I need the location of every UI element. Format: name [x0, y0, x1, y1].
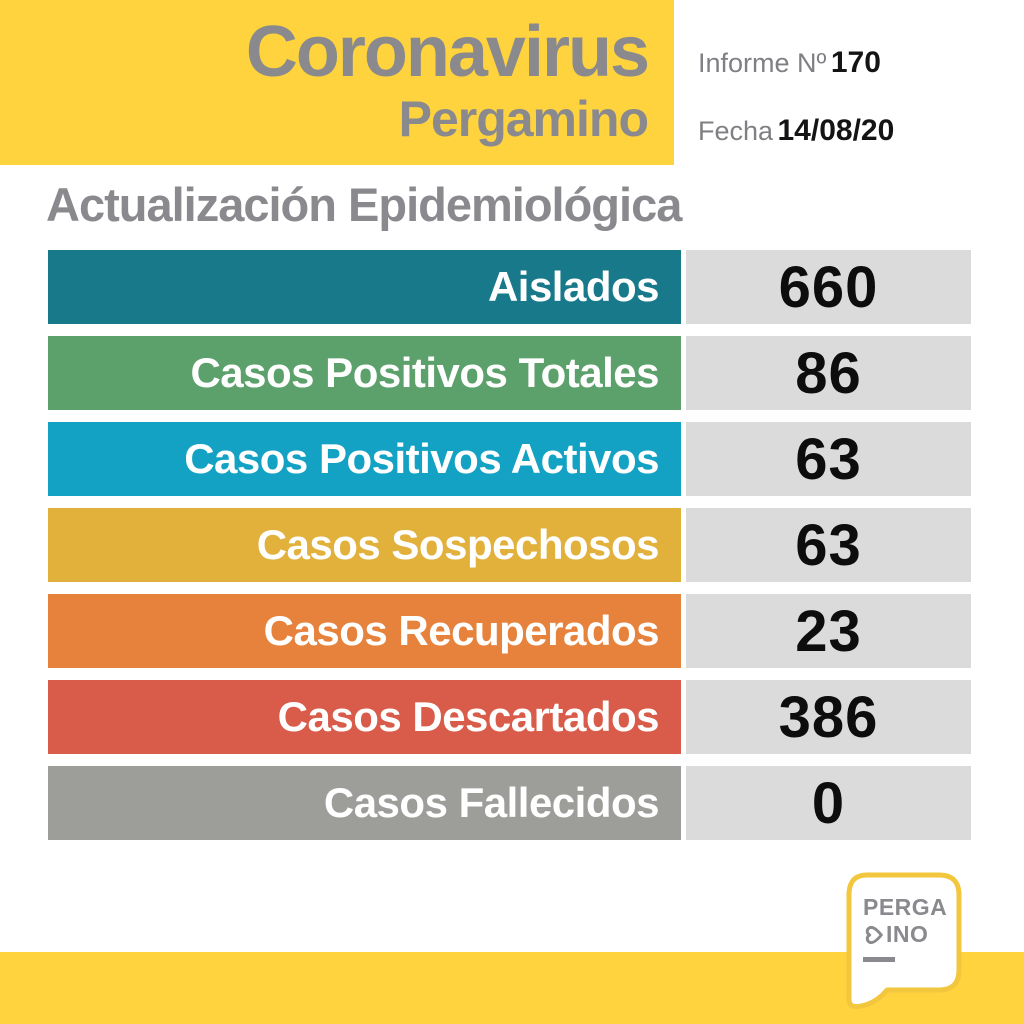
row-label: Aislados	[487, 263, 660, 310]
row-value-box: 660	[686, 250, 971, 324]
row-label: Casos Fallecidos	[323, 779, 660, 826]
report-number-value: 170	[830, 46, 881, 79]
report-date-line: Fecha 14/08/20	[698, 114, 894, 148]
row-label: Casos Descartados	[277, 693, 660, 740]
logo-line1: PERGA	[863, 894, 948, 920]
table-row-sospechosos: Casos Sospechosos 63	[48, 508, 971, 582]
logo-underline	[863, 957, 895, 962]
row-label: Casos Positivos Totales	[190, 349, 659, 396]
section-title: Actualización Epidemiológica	[46, 178, 682, 231]
logo-text: PERGA INO	[863, 894, 947, 962]
row-value: 63	[795, 512, 862, 578]
row-value: 386	[778, 684, 879, 750]
table-row-descartados: Casos Descartados 386	[48, 680, 971, 754]
row-value-box: 0	[686, 766, 971, 840]
row-label-bar: Casos Fallecidos	[48, 766, 681, 840]
row-label-bar: Casos Positivos Totales	[48, 336, 681, 410]
row-label-bar: Aislados	[48, 250, 681, 324]
table-row-positivos-totales: Casos Positivos Totales 86	[48, 336, 971, 410]
header-banner: Coronavirus Pergamino	[0, 0, 674, 165]
report-meta: Informe Nº 170 Fecha 14/08/20	[698, 46, 894, 148]
table-row-recuperados: Casos Recuperados 23	[48, 594, 971, 668]
row-value-box: 86	[686, 336, 971, 410]
pergamino-logo: PERGA INO	[844, 870, 964, 1014]
report-number-label: Informe Nº	[698, 48, 827, 78]
table-row-fallecidos: Casos Fallecidos 0	[48, 766, 971, 840]
row-label-bar: Casos Sospechosos	[48, 508, 681, 582]
row-label: Casos Positivos Activos	[184, 435, 659, 482]
row-value: 86	[795, 340, 862, 406]
row-label-bar: Casos Positivos Activos	[48, 422, 681, 496]
main-subtitle: Pergamino	[398, 91, 649, 147]
row-value-box: 386	[686, 680, 971, 754]
row-value-box: 63	[686, 422, 971, 496]
heart-icon	[865, 925, 883, 944]
speech-bubble-icon	[846, 872, 962, 1009]
row-label-bar: Casos Recuperados	[48, 594, 681, 668]
row-value-box: 63	[686, 508, 971, 582]
row-label: Casos Sospechosos	[256, 521, 660, 568]
logo-line2: INO	[863, 921, 947, 948]
row-value: 0	[811, 770, 846, 836]
row-value-box: 23	[686, 594, 971, 668]
logo-line2-text: INO	[886, 921, 929, 947]
table-row-aislados: Aislados 660	[48, 250, 971, 324]
report-date-label: Fecha	[698, 116, 774, 146]
stats-table: Aislados 660 Casos Positivos Totales 86 …	[48, 250, 971, 852]
row-value: 63	[795, 426, 862, 492]
row-label-bar: Casos Descartados	[48, 680, 681, 754]
report-date-value: 14/08/20	[777, 114, 895, 147]
row-value: 660	[778, 254, 879, 320]
report-number-line: Informe Nº 170	[698, 46, 894, 80]
row-label: Casos Recuperados	[263, 607, 660, 654]
table-row-positivos-activos: Casos Positivos Activos 63	[48, 422, 971, 496]
main-title: Coronavirus	[245, 12, 650, 92]
row-value: 23	[795, 598, 862, 664]
